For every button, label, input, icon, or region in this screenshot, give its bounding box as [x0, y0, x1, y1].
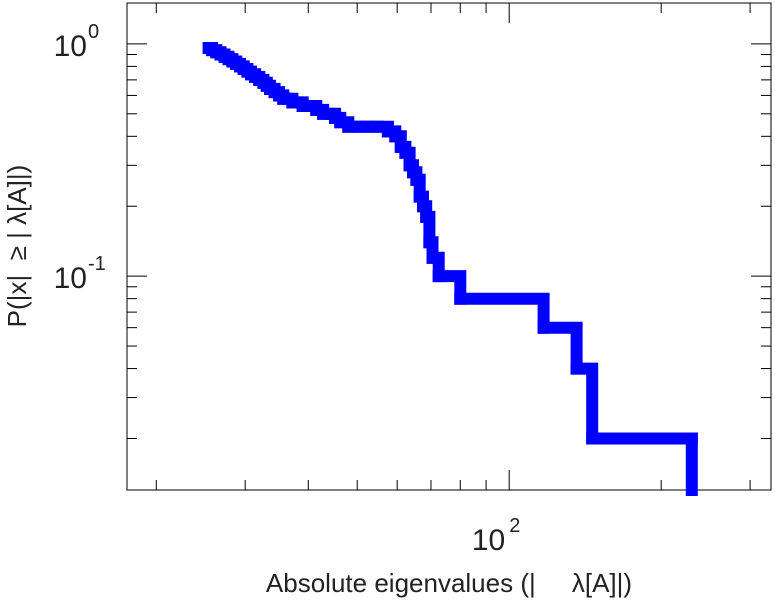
series-points [202, 42, 698, 445]
series-point [351, 120, 364, 133]
x-tick-label-exponent: 2 [509, 515, 520, 537]
x-tick-label-base: 10 [472, 524, 505, 557]
y-tick-label: 10 0 [54, 21, 100, 63]
y-tick-label-base: 10 [54, 30, 87, 63]
minor-ticks [127, 3, 771, 490]
series-point [342, 120, 355, 133]
series-point [410, 173, 423, 186]
series-point [381, 125, 394, 138]
major-ticks [127, 3, 771, 490]
series-point [399, 146, 412, 159]
x-axis-label: Absolute eigenvalues (| λ[A]|) [266, 568, 632, 598]
series-point [413, 190, 426, 203]
series-point [420, 210, 433, 223]
series-point [426, 251, 439, 264]
series-point [361, 120, 374, 133]
series-point [417, 200, 429, 213]
series-point [423, 236, 436, 249]
series-point [432, 270, 445, 283]
series-point [389, 130, 402, 143]
series-point [570, 362, 583, 375]
plot-area [126, 2, 772, 491]
y-axis-label: P(|x| ≥ | λ[A]|) [2, 165, 32, 328]
series-point [537, 321, 550, 334]
series-point [685, 432, 698, 445]
series-point [372, 120, 385, 133]
series-point [586, 432, 599, 445]
series-point [454, 292, 467, 305]
x-tick-label: 10 2 [472, 515, 521, 557]
y-tick-label: 10 -1 [54, 253, 106, 295]
tick-labels: 10 210 010 -1 [54, 21, 521, 557]
y-tick-label-exponent: -1 [88, 253, 106, 275]
y-tick-label-exponent: 0 [88, 21, 99, 43]
y-tick-label-base: 10 [54, 262, 87, 295]
